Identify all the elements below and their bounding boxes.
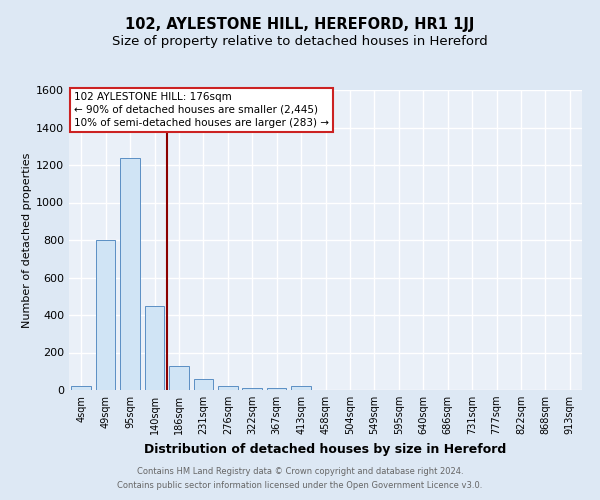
Bar — [120, 158, 140, 390]
Bar — [145, 306, 164, 390]
Text: 102 AYLESTONE HILL: 176sqm
← 90% of detached houses are smaller (2,445)
10% of s: 102 AYLESTONE HILL: 176sqm ← 90% of deta… — [74, 92, 329, 128]
Bar — [96, 240, 115, 390]
Bar — [291, 386, 311, 390]
Bar — [71, 386, 91, 390]
Y-axis label: Number of detached properties: Number of detached properties — [22, 152, 32, 328]
Bar — [194, 379, 213, 390]
Bar — [218, 386, 238, 390]
Text: Contains public sector information licensed under the Open Government Licence v3: Contains public sector information licen… — [118, 481, 482, 490]
Bar — [169, 366, 188, 390]
Bar — [267, 388, 286, 390]
Bar — [242, 388, 262, 390]
Text: Contains HM Land Registry data © Crown copyright and database right 2024.: Contains HM Land Registry data © Crown c… — [137, 467, 463, 476]
X-axis label: Distribution of detached houses by size in Hereford: Distribution of detached houses by size … — [145, 442, 506, 456]
Text: 102, AYLESTONE HILL, HEREFORD, HR1 1JJ: 102, AYLESTONE HILL, HEREFORD, HR1 1JJ — [125, 18, 475, 32]
Text: Size of property relative to detached houses in Hereford: Size of property relative to detached ho… — [112, 35, 488, 48]
